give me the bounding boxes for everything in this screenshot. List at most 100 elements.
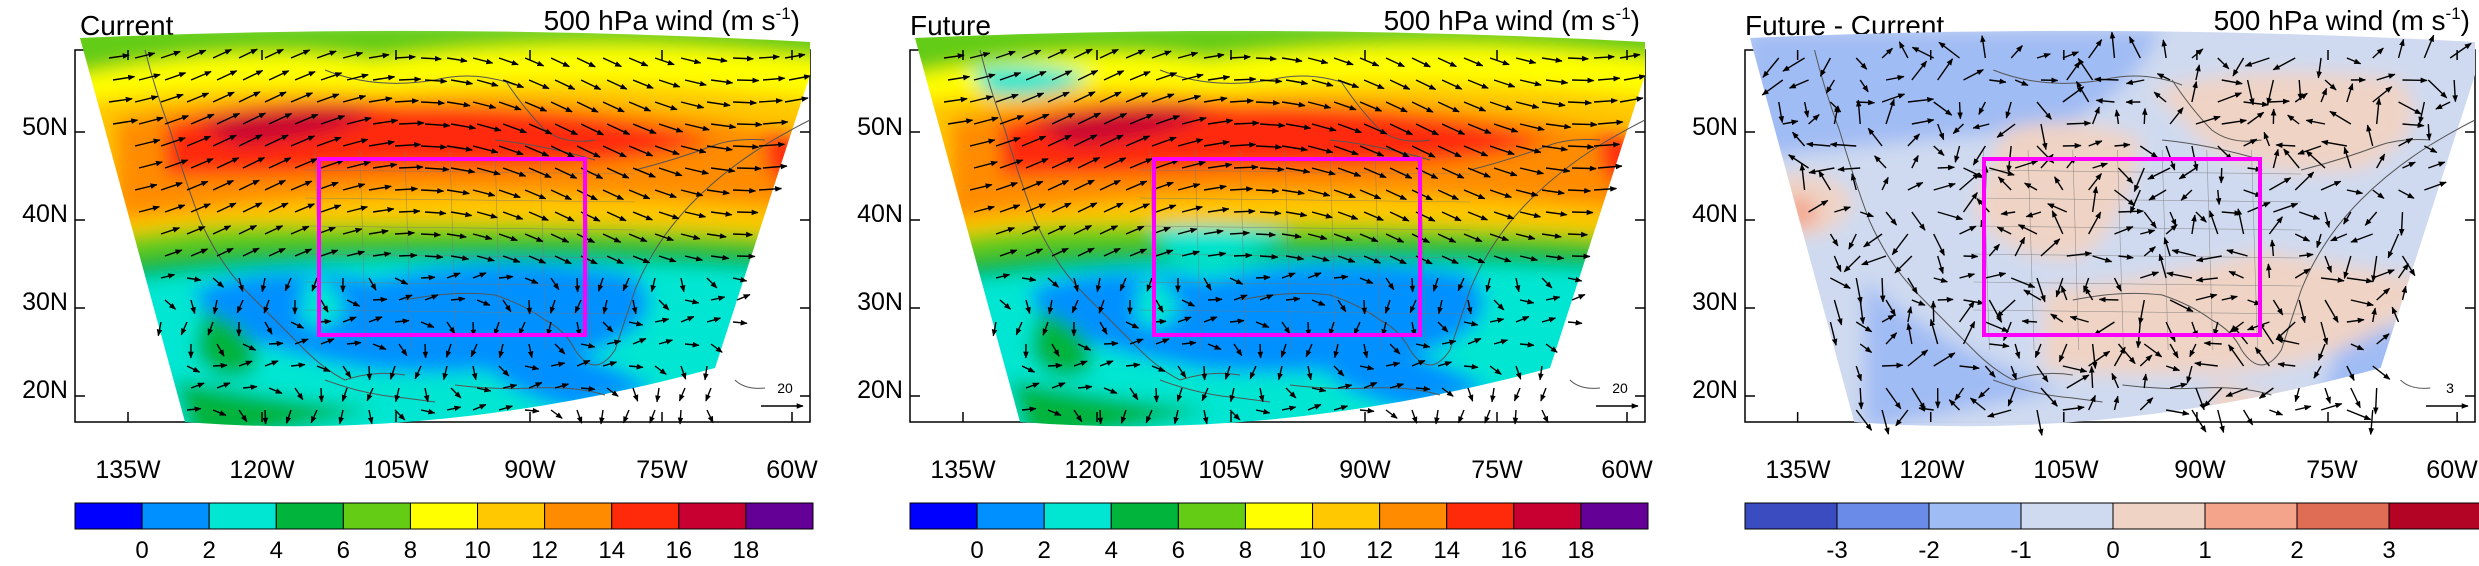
lon-label-135w: 135W xyxy=(1765,456,1831,484)
colorbar-label: -1 xyxy=(2010,537,2031,561)
colorbar-label: 6 xyxy=(1172,537,1185,561)
colorbar-label: 12 xyxy=(1366,537,1393,561)
lat-label-20n: 20N xyxy=(22,376,68,404)
colorbar-swatch xyxy=(1245,503,1312,529)
reference-vector-label: 20 xyxy=(1612,380,1628,396)
lon-label-120w: 120W xyxy=(1899,456,1965,484)
lon-label-120w: 120W xyxy=(1064,456,1130,484)
colorbar: 0 2 4 6 8 10 12 14 16 18 xyxy=(910,503,1648,561)
lat-label-40n: 40N xyxy=(857,200,903,228)
colorbar-swatch xyxy=(1929,503,2021,529)
colorbar-swatch xyxy=(2389,503,2479,529)
latitude-labels: 50N 40N 30N 20N xyxy=(857,113,903,404)
colorbar-swatch xyxy=(1313,503,1380,529)
colorbar-swatch xyxy=(209,503,276,529)
colorbar-label: 0 xyxy=(2106,537,2119,561)
colorbar-swatch xyxy=(1447,503,1514,529)
lon-label-60w: 60W xyxy=(1601,456,1653,484)
lat-label-50n: 50N xyxy=(857,113,903,141)
panel-subtitle: 500 hPa wind (m s-1) xyxy=(1384,4,1640,36)
lat-label-30n: 30N xyxy=(857,288,903,316)
lon-label-105w: 105W xyxy=(2033,456,2099,484)
colorbar-label: 18 xyxy=(1568,537,1595,561)
colorbar-label: 2 xyxy=(2290,537,2303,561)
reference-vector-label: 20 xyxy=(777,380,793,396)
lat-label-30n: 30N xyxy=(22,288,68,316)
panel-subtitle: 500 hPa wind (m s-1) xyxy=(2214,4,2470,36)
lat-label-50n: 50N xyxy=(22,113,68,141)
colorbar-swatch xyxy=(1111,503,1178,529)
longitude-labels: 135W 120W 105W 90W 75W 60W xyxy=(1765,456,2478,484)
longitude-labels: 135W 120W 105W 90W 75W 60W xyxy=(930,456,1653,484)
colorbar-swatch xyxy=(977,503,1044,529)
colorbar-swatch xyxy=(2021,503,2113,529)
lon-label-105w: 105W xyxy=(363,456,429,484)
colorbar-swatch xyxy=(2297,503,2389,529)
map-frame: 3 xyxy=(1725,10,2479,450)
colorbar-label: 8 xyxy=(1239,537,1252,561)
lon-label-90w: 90W xyxy=(504,456,556,484)
colorbar-label: 6 xyxy=(337,537,350,561)
panel-difference: Future - Current 500 hPa wind (m s-1) 3 … xyxy=(1692,4,2479,561)
reference-vector-label: 3 xyxy=(2446,380,2454,396)
colorbar-swatch xyxy=(276,503,343,529)
colorbar-swatch xyxy=(142,503,209,529)
colorbar-label: 0 xyxy=(970,537,983,561)
colorbar-swatch xyxy=(1837,503,1929,529)
colorbar-swatch xyxy=(1178,503,1245,529)
lon-label-135w: 135W xyxy=(95,456,161,484)
colorbar-label: 2 xyxy=(1038,537,1051,561)
lon-label-75w: 75W xyxy=(2306,456,2358,484)
colorbar-label: 16 xyxy=(1500,537,1527,561)
colorbar-swatch xyxy=(1044,503,1111,529)
lat-label-20n: 20N xyxy=(857,376,903,404)
colorbar-label: 1 xyxy=(2198,537,2211,561)
lon-label-90w: 90W xyxy=(1339,456,1391,484)
colorbar-swatch xyxy=(2113,503,2205,529)
colorbar-swatch xyxy=(410,503,477,529)
panel-current: Current 500 hPa wind (m s-1) 20 50N 40N … xyxy=(22,4,835,561)
colorbar-swatch xyxy=(1514,503,1581,529)
colorbar-label: 0 xyxy=(135,537,148,561)
colorbar-label: 10 xyxy=(1299,537,1326,561)
colorbar-swatch xyxy=(343,503,410,529)
colorbar-swatch xyxy=(910,503,977,529)
colorbar-swatch xyxy=(1745,503,1837,529)
colorbar-label: -2 xyxy=(1918,537,1939,561)
colorbar-label: -3 xyxy=(1826,537,1847,561)
lon-label-60w: 60W xyxy=(766,456,818,484)
panel-subtitle: 500 hPa wind (m s-1) xyxy=(544,4,800,36)
colorbar-swatch xyxy=(746,503,813,529)
colorbar-label: 14 xyxy=(1433,537,1460,561)
latitude-labels: 50N 40N 30N 20N xyxy=(22,113,68,404)
lat-label-40n: 40N xyxy=(22,200,68,228)
colorbar-swatch xyxy=(679,503,746,529)
lon-label-75w: 75W xyxy=(1471,456,1523,484)
longitude-labels: 135W 120W 105W 90W 75W 60W xyxy=(95,456,818,484)
colorbar-label: 18 xyxy=(733,537,760,561)
colorbar-label: 12 xyxy=(531,537,558,561)
lat-label-20n: 20N xyxy=(1692,376,1738,404)
colorbar-swatch xyxy=(1581,503,1648,529)
colorbar-label: 4 xyxy=(1105,537,1118,561)
colorbar-label: 14 xyxy=(598,537,625,561)
lon-label-105w: 105W xyxy=(1198,456,1264,484)
latitude-labels: 50N 40N 30N 20N xyxy=(1692,113,1738,404)
lon-label-135w: 135W xyxy=(930,456,996,484)
colorbar-swatch xyxy=(75,503,142,529)
map-frame: 20 xyxy=(55,20,835,450)
colorbar-swatch xyxy=(478,503,545,529)
colorbar-swatch xyxy=(612,503,679,529)
lat-label-50n: 50N xyxy=(1692,113,1738,141)
colorbar-label: 4 xyxy=(270,537,283,561)
panel-future: Future 500 hPa wind (m s-1) 20 50N 40N 3… xyxy=(857,4,1670,561)
colorbar-swatch xyxy=(2205,503,2297,529)
colorbar-swatch xyxy=(1380,503,1447,529)
colorbar-swatch xyxy=(545,503,612,529)
lon-label-90w: 90W xyxy=(2174,456,2226,484)
map-frame: 20 xyxy=(890,20,1670,450)
lat-label-30n: 30N xyxy=(1692,288,1738,316)
